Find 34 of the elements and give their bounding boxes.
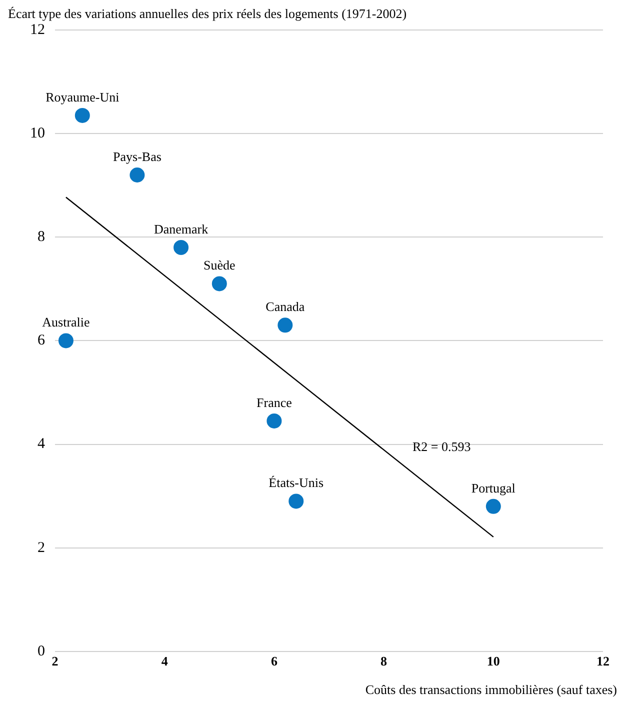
series-label: États-Unis	[268, 475, 324, 490]
y-tick-label: 2	[38, 540, 45, 556]
x-tick-label: 8	[380, 654, 388, 669]
x-tick-label: 4	[161, 654, 168, 669]
x-tick-label: 12	[596, 654, 610, 669]
point	[266, 413, 282, 428]
series-label: Royaume-Uni	[46, 89, 120, 104]
point	[174, 240, 189, 255]
series-label: Pays-Bas	[113, 148, 162, 164]
x-axis-title: Coûts des transactions immobilières (sauf taxes)	[365, 682, 617, 698]
point	[130, 167, 145, 182]
point	[486, 498, 501, 514]
point	[74, 108, 90, 123]
series-label: Canada	[266, 299, 305, 314]
point	[58, 333, 74, 348]
y-tick-label: 10	[30, 126, 45, 142]
x-tick-label: 6	[270, 654, 278, 669]
y-axis-title: Écart type des variations annuelles des prix réels des logements (1971-2002)	[8, 6, 407, 22]
y-tick-label: 0	[38, 643, 45, 660]
annotation: R2 = 0.593	[412, 439, 471, 454]
x-tick-label: 10	[486, 654, 500, 669]
y-tick-label: 8	[38, 229, 45, 246]
point	[278, 318, 293, 333]
point	[212, 276, 227, 292]
y-tick-label: 12	[30, 22, 45, 38]
y-tick-label: 4	[38, 436, 46, 452]
series-label: France	[256, 394, 292, 410]
series-label: Portugal	[471, 480, 516, 496]
point	[288, 494, 304, 509]
x-tick-label: 2	[52, 654, 58, 669]
y-tick-label: 6	[38, 332, 46, 349]
series-label: Danemark	[154, 221, 209, 236]
series-label: Suède	[204, 258, 236, 273]
series-label: Australie	[42, 314, 90, 330]
